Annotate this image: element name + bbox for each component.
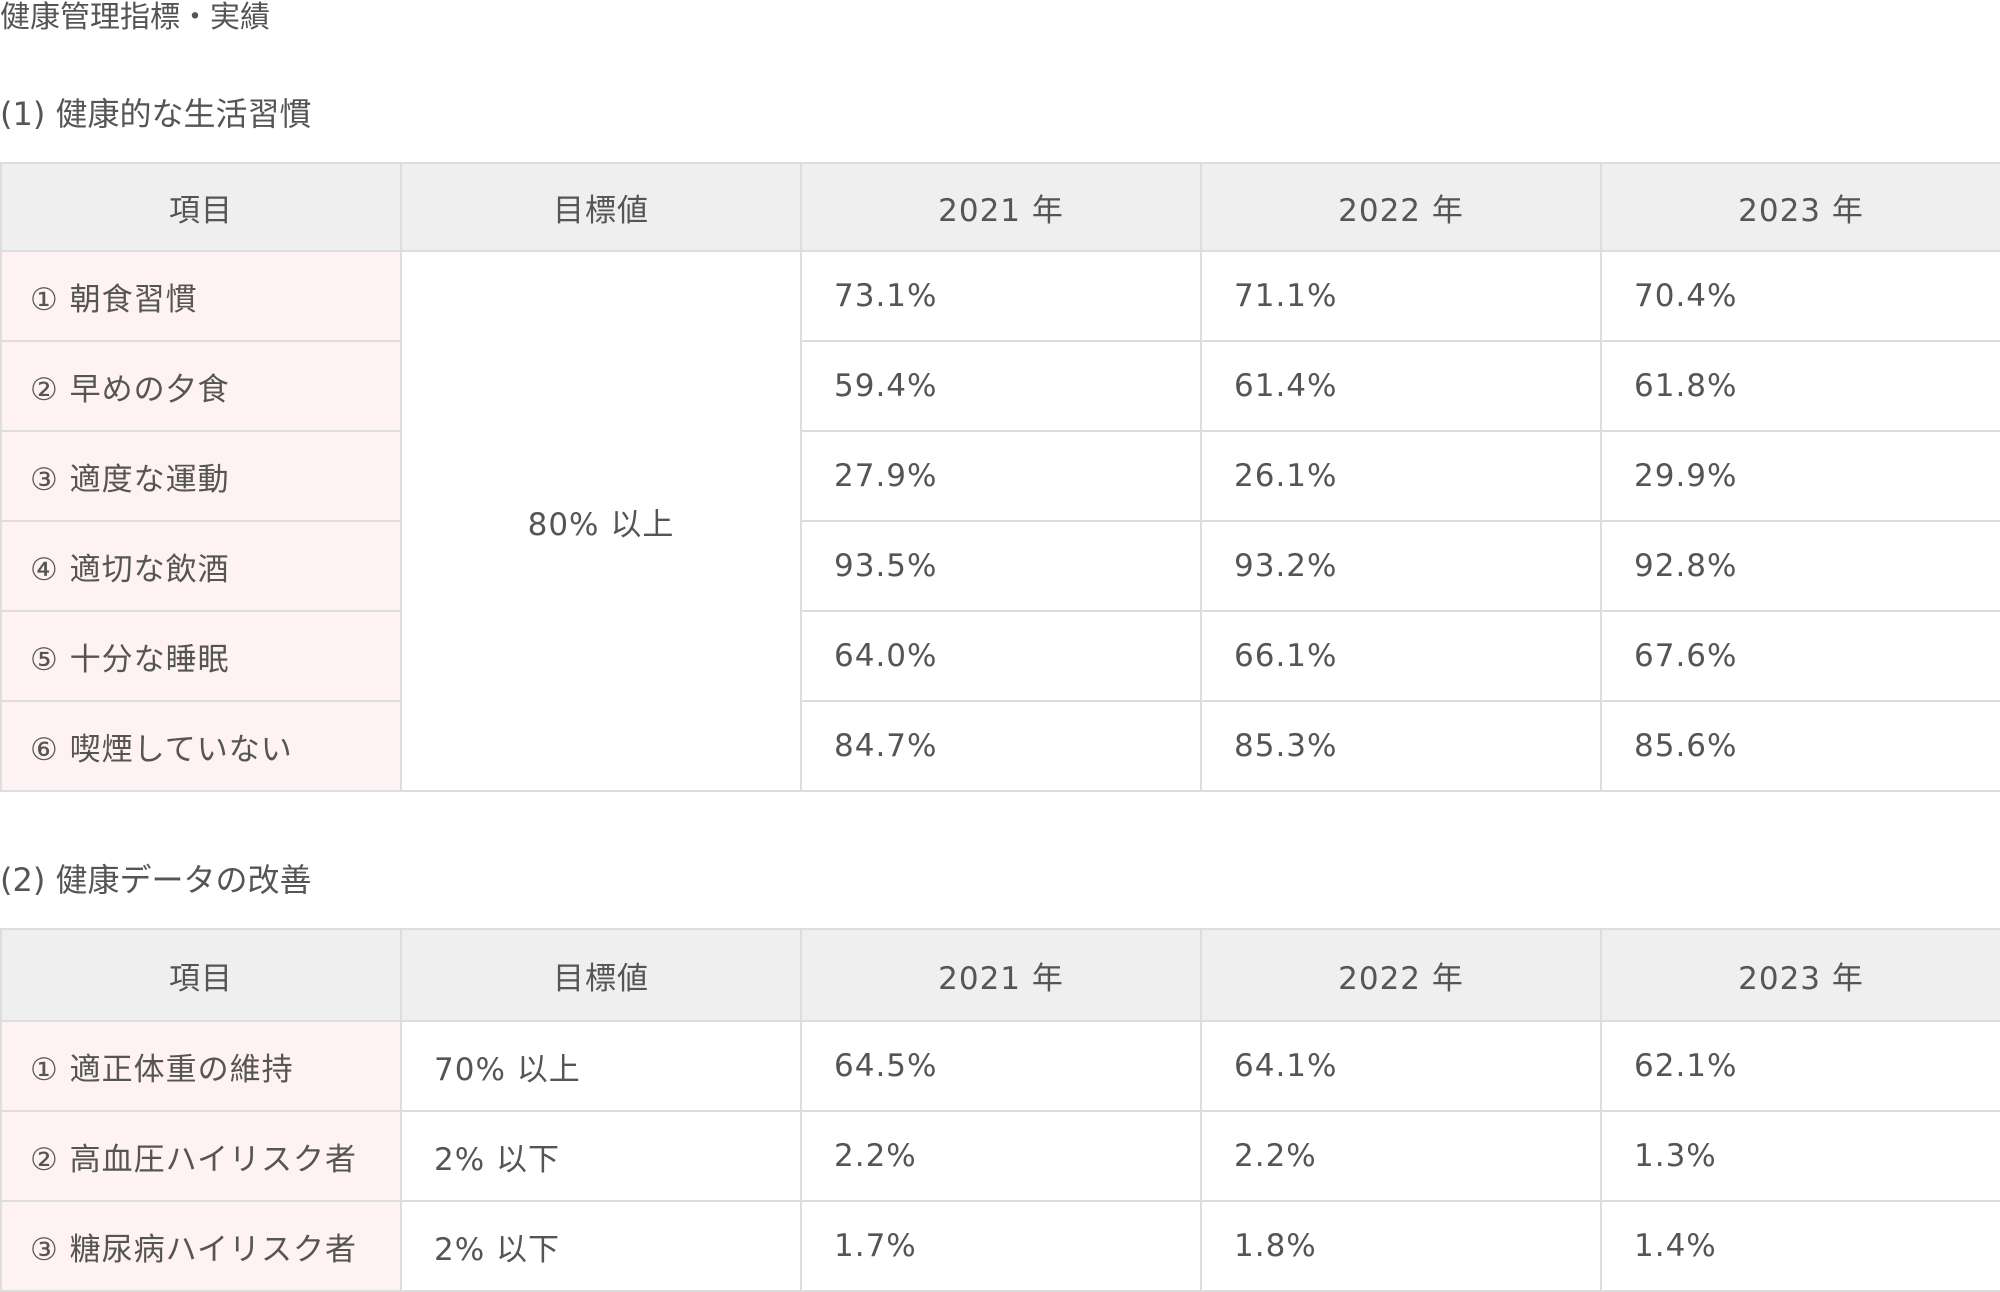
healthy-habits-table: 項目 目標値 2021 年 2022 年 2023 年 ① 朝食習慣 80% 以… — [0, 162, 2000, 792]
item-label: ① 適正体重の維持 — [0, 1020, 402, 1112]
table-header-row: 項目 目標値 2021 年 2022 年 2023 年 — [0, 928, 2000, 1022]
table-row: ① 適正体重の維持 70% 以上 64.5% 64.1% 62.1% — [0, 1020, 2000, 1112]
health-data-table: 項目 目標値 2021 年 2022 年 2023 年 ① 適正体重の維持 70… — [0, 928, 2000, 1292]
target-value: 2% 以下 — [400, 1200, 802, 1292]
table-row: ② 高血圧ハイリスク者 2% 以下 2.2% 2.2% 1.3% — [0, 1110, 2000, 1202]
target-value: 70% 以上 — [400, 1020, 802, 1112]
page-title: 健康管理指標・実績 — [0, 0, 270, 35]
section-title-healthy-habits: (1) 健康的な生活習慣 — [0, 95, 312, 133]
table-row: ② 早めの夕食 59.4% 61.4% 61.8% — [0, 340, 2000, 432]
value-2021: 73.1% — [800, 250, 1202, 342]
column-header-2021: 2021 年 — [800, 162, 1202, 252]
item-label: ③ 糖尿病ハイリスク者 — [0, 1200, 402, 1292]
section-title-health-data: (2) 健康データの改善 — [0, 861, 312, 899]
value-2022: 66.1% — [1200, 610, 1602, 702]
value-2023: 92.8% — [1600, 520, 2000, 612]
column-header-2023: 2023 年 — [1600, 928, 2000, 1022]
value-2022: 64.1% — [1200, 1020, 1602, 1112]
value-2022: 26.1% — [1200, 430, 1602, 522]
value-2023: 29.9% — [1600, 430, 2000, 522]
value-2021: 27.9% — [800, 430, 1202, 522]
value-2023: 67.6% — [1600, 610, 2000, 702]
target-value: 80% 以上 — [400, 250, 802, 792]
column-header-item: 項目 — [0, 928, 402, 1022]
item-label: ④ 適切な飲酒 — [0, 520, 402, 612]
table-row: ④ 適切な飲酒 93.5% 93.2% 92.8% — [0, 520, 2000, 612]
value-2022: 85.3% — [1200, 700, 1602, 792]
value-2021: 59.4% — [800, 340, 1202, 432]
item-label: ② 早めの夕食 — [0, 340, 402, 432]
item-label: ② 高血圧ハイリスク者 — [0, 1110, 402, 1202]
value-2022: 61.4% — [1200, 340, 1602, 432]
value-2023: 1.3% — [1600, 1110, 2000, 1202]
column-header-item: 項目 — [0, 162, 402, 252]
value-2023: 61.8% — [1600, 340, 2000, 432]
value-2023: 1.4% — [1600, 1200, 2000, 1292]
table-row: ③ 糖尿病ハイリスク者 2% 以下 1.7% 1.8% 1.4% — [0, 1200, 2000, 1292]
value-2022: 93.2% — [1200, 520, 1602, 612]
column-header-2022: 2022 年 — [1200, 162, 1602, 252]
value-2022: 1.8% — [1200, 1200, 1602, 1292]
table-header-row: 項目 目標値 2021 年 2022 年 2023 年 — [0, 162, 2000, 252]
column-header-2022: 2022 年 — [1200, 928, 1602, 1022]
item-label: ① 朝食習慣 — [0, 250, 402, 342]
value-2021: 64.5% — [800, 1020, 1202, 1112]
item-label: ③ 適度な運動 — [0, 430, 402, 522]
value-2022: 71.1% — [1200, 250, 1602, 342]
value-2021: 1.7% — [800, 1200, 1202, 1292]
table-row: ⑤ 十分な睡眠 64.0% 66.1% 67.6% — [0, 610, 2000, 702]
table-row: ⑥ 喫煙していない 84.7% 85.3% 85.6% — [0, 700, 2000, 792]
value-2022: 2.2% — [1200, 1110, 1602, 1202]
column-header-2023: 2023 年 — [1600, 162, 2000, 252]
table-row: ③ 適度な運動 27.9% 26.1% 29.9% — [0, 430, 2000, 522]
column-header-2021: 2021 年 — [800, 928, 1202, 1022]
value-2023: 70.4% — [1600, 250, 2000, 342]
column-header-target: 目標値 — [400, 928, 802, 1022]
target-value: 2% 以下 — [400, 1110, 802, 1202]
value-2023: 85.6% — [1600, 700, 2000, 792]
value-2021: 64.0% — [800, 610, 1202, 702]
value-2021: 93.5% — [800, 520, 1202, 612]
value-2021: 2.2% — [800, 1110, 1202, 1202]
value-2021: 84.7% — [800, 700, 1202, 792]
column-header-target: 目標値 — [400, 162, 802, 252]
value-2023: 62.1% — [1600, 1020, 2000, 1112]
table-row: ① 朝食習慣 80% 以上 73.1% 71.1% 70.4% — [0, 250, 2000, 792]
item-label: ⑤ 十分な睡眠 — [0, 610, 402, 702]
item-label: ⑥ 喫煙していない — [0, 700, 402, 792]
